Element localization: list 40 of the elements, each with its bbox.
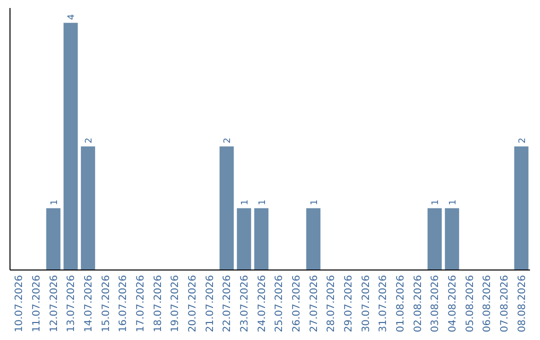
data-label: 1: [50, 199, 60, 206]
x-tick-label: 28.07.2026: [326, 275, 338, 332]
x-tick-label: 19.07.2026: [170, 275, 182, 332]
x-tick-label: 16.07.2026: [118, 275, 130, 332]
x-tick-label: 07.08.2026: [500, 275, 510, 332]
x-tick-label: 15.07.2026: [100, 275, 112, 332]
x-tick-label: 08.08.2026: [516, 275, 528, 332]
x-tick-label: 31.07.2026: [378, 275, 390, 332]
x-tick-label: 23.07.2026: [240, 275, 250, 332]
x-tick-label: 04.08.2026: [448, 275, 458, 332]
x-tick-label: 25.07.2026: [274, 275, 286, 332]
x-tick-label: 06.08.2026: [482, 275, 494, 332]
data-label: 1: [448, 199, 458, 206]
x-tick-label: 24.07.2026: [256, 275, 268, 332]
x-tick-label: 14.07.2026: [84, 275, 94, 332]
x-tick-label: 30.07.2026: [360, 275, 372, 332]
data-label: 1: [310, 199, 320, 206]
data-label: 1: [431, 199, 442, 206]
x-tick-label: 12.07.2026: [48, 275, 60, 332]
x-tick-label: 05.08.2026: [464, 275, 476, 332]
data-label: 2: [84, 138, 94, 144]
x-tick-label: 01.08.2026: [396, 275, 406, 332]
x-tick-label: 17.07.2026: [136, 275, 146, 332]
x-tick-label: 26.07.2026: [292, 275, 302, 332]
x-tick-label: 02.08.2026: [412, 275, 424, 332]
x-tick-label: 11.07.2026: [32, 275, 42, 332]
x-tick-label: 18.07.2026: [152, 275, 164, 332]
x-tick-label: 27.07.2026: [308, 275, 320, 332]
data-label: 2: [518, 138, 528, 144]
data-label: 2: [223, 138, 234, 144]
x-tick-label: 21.07.2026: [204, 275, 216, 332]
x-tick-label: 22.07.2026: [222, 275, 234, 332]
x-tick-label: 20.07.2026: [188, 275, 198, 332]
x-tick-label: 13.07.2026: [66, 275, 78, 332]
x-tick-label: 03.08.2026: [430, 275, 442, 332]
data-label: 1: [258, 199, 268, 206]
data-label: 1: [240, 199, 250, 206]
x-tick-label: 29.07.2026: [344, 275, 354, 332]
x-tick-label: 10.07.2026: [14, 275, 26, 332]
data-label: 4: [67, 14, 78, 20]
